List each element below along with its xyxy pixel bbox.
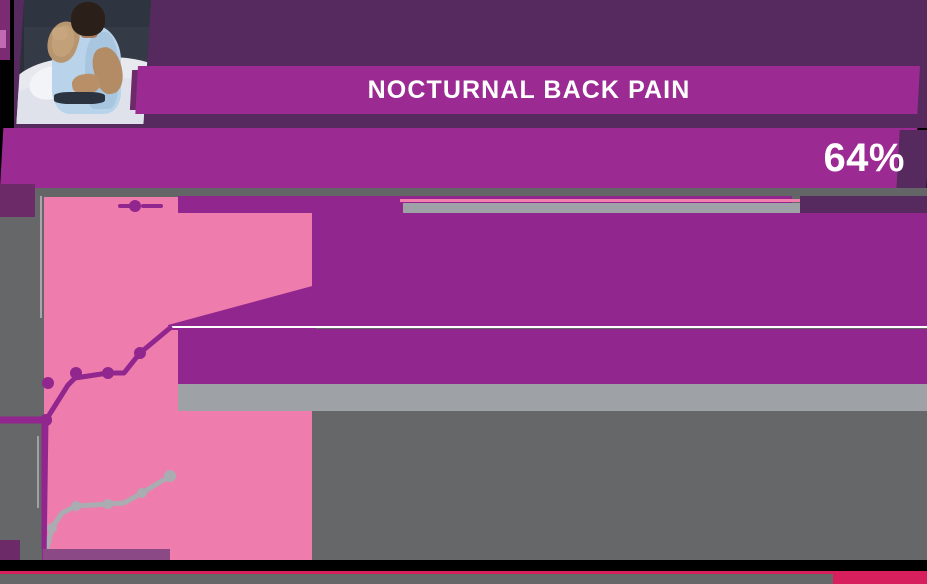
legend-marker-line-purple-right: [141, 204, 163, 208]
footer-gray-band: [0, 574, 927, 584]
footer-crimson-block: [833, 571, 927, 584]
footer-black-band: [0, 560, 927, 571]
footer-left-purple-block: [0, 540, 20, 561]
body-occlusion-block-gray: [178, 384, 927, 411]
footer-crimson-rule: [0, 571, 927, 574]
photo-person-head: [70, 2, 106, 36]
legend-label-purple: 0: [168, 197, 178, 216]
chart-white-rule: [168, 326, 927, 328]
page-title: NOCTURNAL BACK PAIN: [367, 75, 691, 104]
header-edge-accent-light: [0, 30, 6, 48]
footer-left-gray-block: [20, 549, 42, 561]
body-occlusion-block-upper: [312, 213, 927, 326]
left-purple-block: [0, 184, 35, 217]
legend-marker-dot-purple: [129, 200, 141, 212]
plot-area-lower: [168, 411, 312, 561]
top-pink-rule: [400, 199, 927, 202]
series-lines: [0, 196, 176, 567]
photo-person-waistband: [54, 91, 106, 105]
footer-purple-strip: [43, 549, 170, 561]
legend-marker-gray: [403, 203, 927, 214]
stat-percentage: 64%: [823, 135, 905, 180]
photo-person-hand-upper: [51, 27, 69, 40]
body-occlusion-diagonal: [168, 285, 316, 330]
chart-top-strip: [35, 188, 927, 197]
body-occlusion-block-mid: [178, 329, 927, 384]
